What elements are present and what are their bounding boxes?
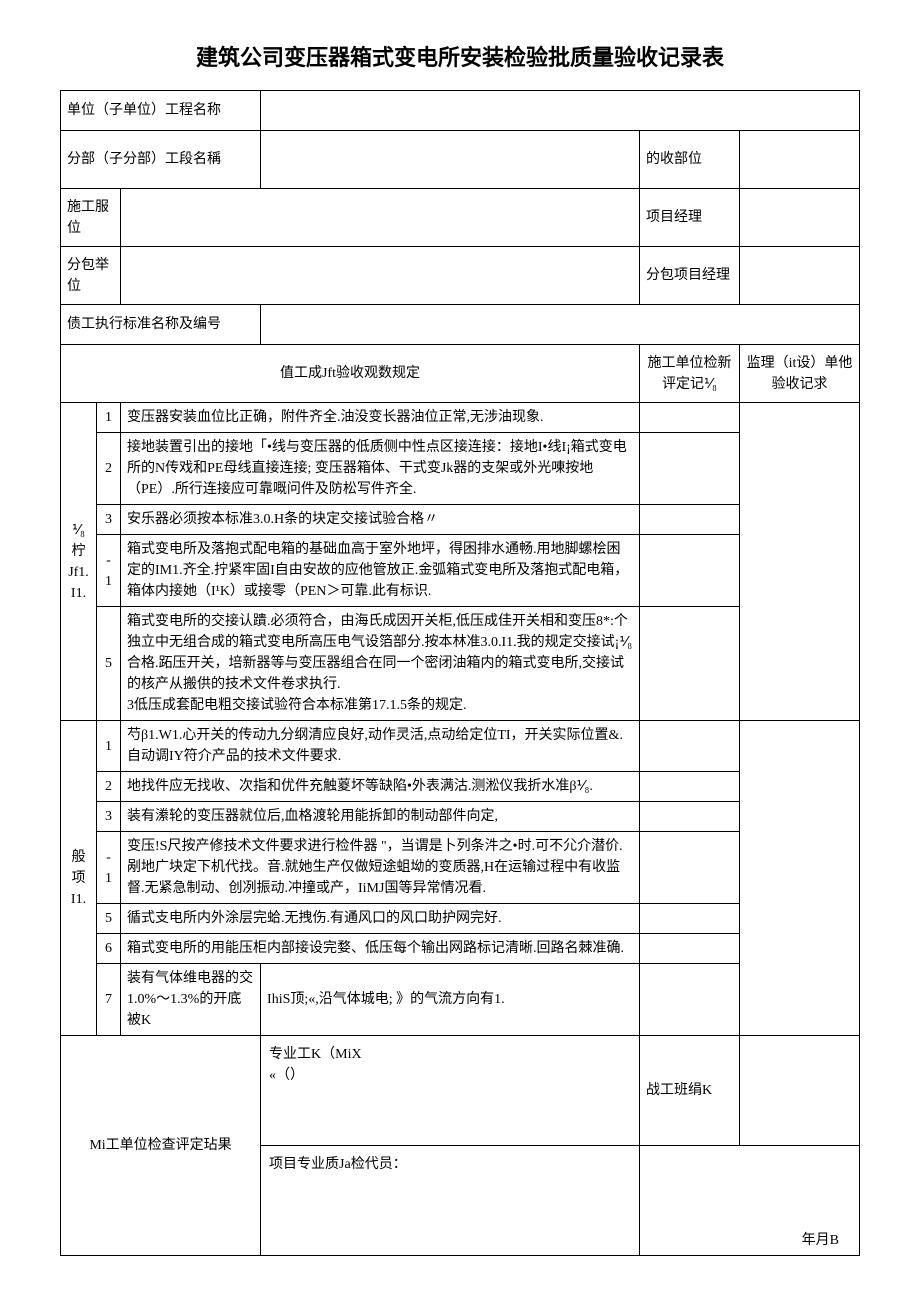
s2-num-3: 3 <box>97 802 121 832</box>
s2-eval-4[interactable] <box>639 832 739 904</box>
s1-eval-2[interactable] <box>639 433 739 505</box>
s1-num-4: -1 <box>97 535 121 607</box>
s2-rule-6: 箱式变电所的用能压柜内部接设完婺、低压每个输出网路标记清晰.回路名棘准确. <box>121 934 640 964</box>
s2-rule-1: 芍β1.W1.心开关的传动九分纲清应良好,动作灵活,点动给定位TI，开关实际位置… <box>121 721 640 772</box>
s2-rule-3: 装有潫轮的变压器就位后,血格渡轮用能拆卸的制动部件向定, <box>121 802 640 832</box>
label-acceptance-dept: 的收部位 <box>639 131 739 189</box>
label-division: 分部（子分部）工段名稱 <box>61 131 261 189</box>
field-sub-pm[interactable] <box>739 247 859 305</box>
s2-eval-7[interactable] <box>639 964 739 1036</box>
field-construction-unit[interactable] <box>121 189 640 247</box>
s2-sup[interactable] <box>739 721 859 1036</box>
s1-eval-4[interactable] <box>639 535 739 607</box>
label-subcontractor: 分包举位 <box>61 247 121 305</box>
s1-eval-5[interactable] <box>639 607 739 721</box>
col-supervisor: 监理（it设）单他验收记求 <box>739 345 859 403</box>
s2-num-1: 1 <box>97 721 121 772</box>
s2-rule-2: 地找件应无找收、次指和优件充触葼坏等缺陷•外表满沽.测淞仪我折水准β⅟₈. <box>121 772 640 802</box>
s2-eval-1[interactable] <box>639 721 739 772</box>
s2-num-2: 2 <box>97 772 121 802</box>
field-project-manager[interactable] <box>739 189 859 247</box>
s1-num-3: 3 <box>97 505 121 535</box>
s2-rule-7b: IhiS顶;«,沿气体城电; 》的气流方向有1. <box>261 964 640 1036</box>
s2-num-5: 5 <box>97 904 121 934</box>
s1-num-1: 1 <box>97 403 121 433</box>
col-rules: 值工成Jft验收观数规定 <box>61 345 640 403</box>
s1-eval-3[interactable] <box>639 505 739 535</box>
qc-inspector[interactable]: 项目专业质Ja检代员： <box>261 1146 640 1256</box>
s1-num-2: 2 <box>97 433 121 505</box>
field-subcontractor[interactable] <box>121 247 640 305</box>
s1-rule-5: 箱式变电所的交接认蹪.必须符合，由海氏成因开关柜,低压成佳开关相和变压8*:个独… <box>121 607 640 721</box>
label-project-manager: 项目经理 <box>639 189 739 247</box>
s2-rule-5: 循式支电所内外涂层完蛤.无拽伤.有通风口的风口助护网完好. <box>121 904 640 934</box>
team-leader-field[interactable] <box>739 1036 859 1146</box>
section1-label: ⅟₈柠Jf1.I1. <box>61 403 97 721</box>
section2-label: 般项I1. <box>61 721 97 1036</box>
label-construction-unit: 施工服位 <box>61 189 121 247</box>
s1-sup[interactable] <box>739 403 859 721</box>
col-eval: 施工单位检新评定记⅟₈ <box>639 345 739 403</box>
field-acceptance-dept[interactable] <box>739 131 859 189</box>
s1-rule-3: 安乐器必须按本标准3.0.H条的块定交接试验合格〃 <box>121 505 640 535</box>
s2-rule-7a: 装有气体维电器的交1.0%～1.3%的开底被K <box>121 964 261 1036</box>
s1-rule-2: 接地装置引出的接地「•线与变压器的低质侧中性点区接连接：接地I•线I¡箱式变电所… <box>121 433 640 505</box>
label-unit-project: 单位（子单位）工程名称 <box>61 91 261 131</box>
s1-rule-1: 变压器安装血位比正确，附件齐全.油没变长器油位正常,无涉油现象. <box>121 403 640 433</box>
s2-eval-5[interactable] <box>639 904 739 934</box>
s2-num-4: -1 <box>97 832 121 904</box>
s1-rule-4: 箱式变电所及落抱式配电箱的基础血高于室外地坪，得困排水通畅.用地脚螺桧困定的IM… <box>121 535 640 607</box>
team-leader-label: 战工班绢K <box>639 1036 739 1146</box>
s2-eval-6[interactable] <box>639 934 739 964</box>
page-title: 建筑公司变压器箱式变电所安装检验批质量验收记录表 <box>60 40 860 72</box>
inspection-table: 单位（子单位）工程名称 分部（子分部）工段名稱 的收部位 施工服位 项目经理 分… <box>60 90 860 1256</box>
s2-eval-2[interactable] <box>639 772 739 802</box>
field-division[interactable] <box>261 131 640 189</box>
label-sub-pm: 分包项目经理 <box>639 247 739 305</box>
prof-foreman[interactable]: 专业工K（MiX «（） <box>261 1036 640 1146</box>
s2-eval-3[interactable] <box>639 802 739 832</box>
s1-num-5: 5 <box>97 607 121 721</box>
label-standard: 债工执行标准名称及编号 <box>61 305 261 345</box>
s1-eval-1[interactable] <box>639 403 739 433</box>
result-label: Mi工单位检查评定玷果 <box>61 1036 261 1256</box>
date-field[interactable]: 年月B <box>639 1146 859 1256</box>
s2-rule-4: 变压!S尺按产修技术文件要求进行检件器 "，当谓是卜列条汼之•时.可不尣介潜价.… <box>121 832 640 904</box>
field-standard[interactable] <box>261 305 860 345</box>
s2-num-6: 6 <box>97 934 121 964</box>
s2-num-7: 7 <box>97 964 121 1036</box>
field-unit-project[interactable] <box>261 91 860 131</box>
